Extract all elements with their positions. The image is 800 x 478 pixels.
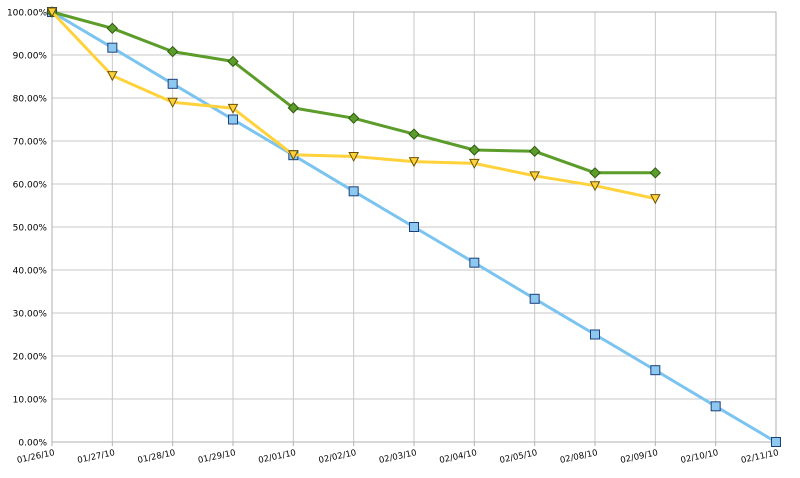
x-tick-label: 02/11/10 bbox=[740, 448, 779, 466]
data-point bbox=[408, 157, 420, 168]
y-tick-label: 40.00% bbox=[13, 267, 48, 277]
x-tick-label: 02/02/10 bbox=[318, 448, 357, 466]
x-tick-label: 01/29/10 bbox=[197, 448, 236, 466]
x-tick-label: 02/04/10 bbox=[439, 448, 478, 466]
data-point bbox=[167, 78, 178, 89]
data-point bbox=[166, 45, 179, 58]
data-point bbox=[107, 71, 118, 82]
y-tick-label: 30.00% bbox=[13, 310, 48, 320]
y-tick-label: 20.00% bbox=[13, 353, 48, 363]
data-point bbox=[347, 112, 360, 124]
data-point bbox=[288, 150, 299, 161]
data-point bbox=[287, 102, 300, 114]
data-point bbox=[348, 151, 359, 163]
data-point bbox=[106, 22, 119, 35]
data-point bbox=[469, 257, 480, 268]
y-tick-label: 50.00% bbox=[13, 224, 48, 234]
x-tick-label: 02/01/10 bbox=[258, 448, 297, 466]
data-point bbox=[469, 158, 480, 169]
data-point bbox=[529, 171, 540, 182]
data-point bbox=[710, 401, 721, 412]
series-layer bbox=[46, 6, 781, 447]
data-point bbox=[468, 144, 481, 156]
data-point bbox=[408, 128, 420, 140]
data-point bbox=[167, 97, 178, 108]
x-tick-label: 01/28/10 bbox=[137, 448, 176, 466]
label-layer: 0.00% 10.00% 20.00% 30.00% 40.00% 50.00% 60.00… bbox=[7, 9, 780, 466]
y-tick-label: 0.00% bbox=[18, 439, 47, 449]
data-point bbox=[528, 145, 541, 158]
y-tick-label: 60.00% bbox=[13, 181, 48, 191]
data-point bbox=[589, 167, 601, 179]
y-tick-label: 80.00% bbox=[13, 95, 48, 105]
data-point bbox=[46, 7, 58, 18]
x-tick-label: 01/26/10 bbox=[16, 448, 55, 466]
data-point bbox=[650, 365, 661, 376]
data-point bbox=[228, 114, 238, 125]
y-tick-label: 70.00% bbox=[13, 138, 48, 148]
series-2 bbox=[46, 6, 662, 179]
data-point bbox=[107, 42, 118, 53]
data-point bbox=[590, 329, 600, 340]
data-point bbox=[589, 181, 601, 192]
data-point bbox=[771, 437, 781, 447]
data-point bbox=[409, 222, 419, 232]
axis-layer bbox=[51, 11, 777, 446]
data-point bbox=[227, 103, 239, 114]
x-tick-label: 02/10/10 bbox=[680, 448, 719, 466]
y-tick-label: 90.00% bbox=[13, 52, 48, 62]
data-point bbox=[649, 167, 662, 179]
data-point bbox=[348, 186, 359, 197]
data-point bbox=[529, 293, 540, 304]
y-tick-label: 10.00% bbox=[13, 396, 48, 406]
x-tick-label: 01/27/10 bbox=[77, 448, 116, 466]
x-tick-label: 02/05/10 bbox=[499, 448, 538, 466]
data-point bbox=[227, 55, 239, 68]
x-tick-label: 02/08/10 bbox=[559, 448, 598, 466]
plot-area-frame bbox=[51, 11, 777, 443]
x-tick-label: 02/03/10 bbox=[378, 448, 417, 466]
x-tick-label: 02/09/10 bbox=[620, 448, 659, 466]
series-1 bbox=[47, 7, 781, 447]
data-point bbox=[650, 194, 661, 205]
series-3 bbox=[46, 7, 661, 205]
y-tick-label: 100.00% bbox=[7, 9, 47, 19]
